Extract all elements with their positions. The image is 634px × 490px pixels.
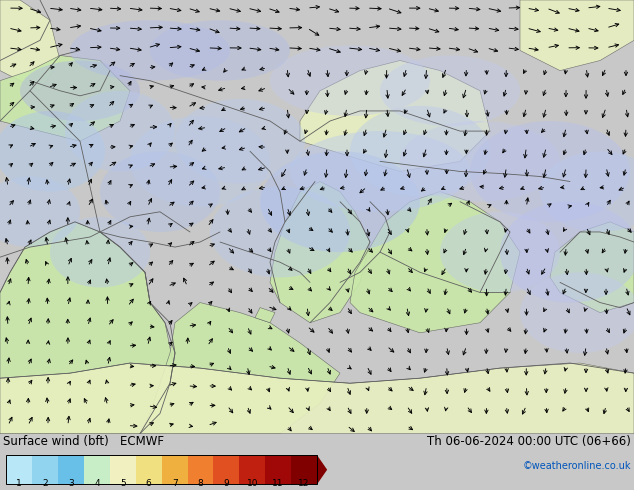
Bar — [110, 455, 136, 484]
Text: 1: 1 — [16, 479, 22, 488]
Ellipse shape — [350, 106, 490, 196]
Text: 5: 5 — [120, 479, 126, 488]
Bar — [58, 455, 84, 484]
Bar — [6, 455, 32, 484]
Polygon shape — [0, 55, 130, 141]
Polygon shape — [317, 455, 327, 484]
Polygon shape — [350, 192, 520, 333]
Polygon shape — [255, 308, 275, 323]
Text: ©weatheronline.co.uk: ©weatheronline.co.uk — [522, 461, 631, 471]
Ellipse shape — [500, 202, 634, 302]
Text: 11: 11 — [273, 479, 284, 488]
Ellipse shape — [100, 151, 220, 232]
Bar — [214, 455, 239, 484]
Bar — [32, 455, 58, 484]
Ellipse shape — [290, 131, 470, 212]
Ellipse shape — [50, 217, 150, 288]
Text: 10: 10 — [247, 479, 258, 488]
Ellipse shape — [520, 272, 634, 353]
Ellipse shape — [400, 121, 560, 202]
Polygon shape — [520, 0, 634, 71]
Ellipse shape — [210, 187, 350, 277]
Ellipse shape — [380, 55, 520, 126]
Text: 4: 4 — [94, 479, 100, 488]
Bar — [6, 455, 317, 484]
Bar — [188, 455, 214, 484]
Text: 9: 9 — [224, 479, 230, 488]
Text: 8: 8 — [198, 479, 204, 488]
Ellipse shape — [175, 99, 305, 184]
Polygon shape — [550, 222, 634, 313]
Polygon shape — [0, 363, 634, 434]
Bar — [84, 455, 110, 484]
Ellipse shape — [0, 176, 80, 247]
Bar — [162, 455, 188, 484]
Polygon shape — [0, 222, 175, 434]
Bar — [291, 455, 317, 484]
Text: 3: 3 — [68, 479, 74, 488]
Bar — [265, 455, 291, 484]
Ellipse shape — [70, 20, 230, 81]
Ellipse shape — [20, 60, 140, 121]
Ellipse shape — [150, 20, 290, 81]
Text: 7: 7 — [172, 479, 178, 488]
Ellipse shape — [440, 212, 560, 293]
Polygon shape — [270, 181, 370, 323]
Text: 2: 2 — [42, 479, 48, 488]
Ellipse shape — [130, 116, 270, 207]
Ellipse shape — [260, 151, 420, 252]
Ellipse shape — [65, 91, 175, 172]
Text: 6: 6 — [146, 479, 152, 488]
Text: Surface wind (bft)   ECMWF: Surface wind (bft) ECMWF — [3, 435, 164, 448]
Bar — [240, 455, 265, 484]
Ellipse shape — [0, 111, 105, 192]
Polygon shape — [300, 60, 490, 172]
Polygon shape — [0, 0, 60, 91]
Ellipse shape — [270, 46, 430, 116]
Ellipse shape — [470, 121, 630, 222]
Ellipse shape — [540, 151, 634, 232]
Text: Th 06-06-2024 00:00 UTC (06+66): Th 06-06-2024 00:00 UTC (06+66) — [427, 435, 631, 448]
Bar — [136, 455, 162, 484]
Polygon shape — [140, 302, 340, 434]
Text: 12: 12 — [299, 479, 310, 488]
